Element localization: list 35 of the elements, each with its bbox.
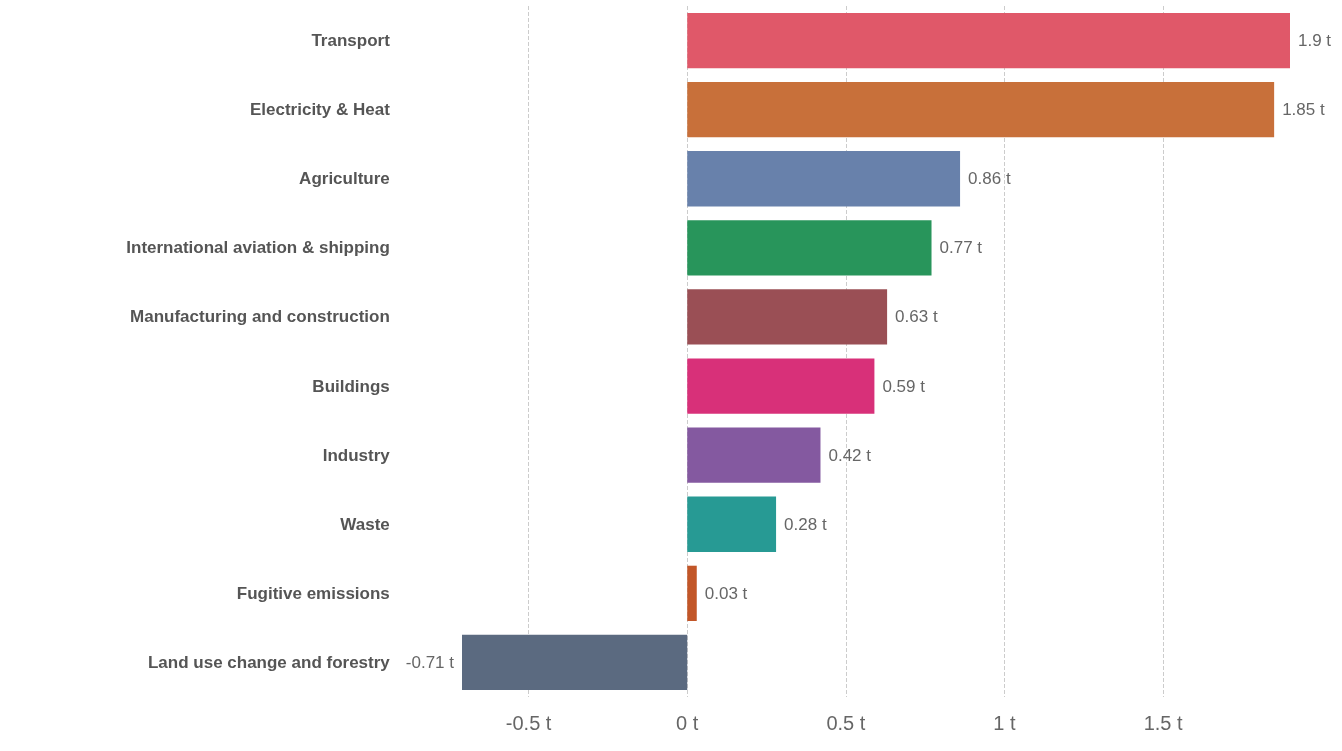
y-tick-label: Fugitive emissions <box>236 583 390 603</box>
y-tick-label: Land use change and forestry <box>147 652 391 672</box>
data-label: 0.03 t <box>704 583 748 603</box>
y-tick-label: Transport <box>311 31 391 51</box>
bar <box>687 427 821 483</box>
bar <box>687 220 932 276</box>
x-tick-label: 1.5 t <box>1143 712 1183 734</box>
y-tick-label: Agriculture <box>299 169 390 189</box>
data-label: 0.86 t <box>968 169 1011 189</box>
y-tick-label: International aviation & shipping <box>126 238 390 258</box>
bar <box>687 565 697 621</box>
data-label: 0.59 t <box>882 376 926 396</box>
bar <box>687 82 1275 138</box>
y-tick-label: Waste <box>340 514 390 534</box>
y-tick-label: Industry <box>322 445 391 465</box>
data-label: 0.63 t <box>895 307 938 327</box>
x-tick-label: -0.5 t <box>505 712 552 734</box>
bar <box>687 289 888 345</box>
x-tick-label: 1 t <box>993 712 1017 734</box>
bar <box>687 12 1290 69</box>
data-label: 1.85 t <box>1282 100 1325 120</box>
y-tick-label: Buildings <box>312 376 390 396</box>
data-label: 0.77 t <box>939 238 983 258</box>
bar <box>687 496 777 552</box>
y-tick-label: Electricity & Heat <box>249 100 391 120</box>
data-label: 0.42 t <box>828 445 872 465</box>
data-label: -0.71 t <box>405 652 455 672</box>
x-tick-label: 0 t <box>676 712 699 734</box>
data-label: 0.28 t <box>784 514 827 534</box>
bar <box>462 634 688 691</box>
data-label: 1.9 t <box>1298 31 1332 51</box>
bar <box>687 358 875 414</box>
y-tick-label: Manufacturing and construction <box>130 307 390 327</box>
x-tick-label: 0.5 t <box>826 712 866 734</box>
bar <box>687 151 961 207</box>
